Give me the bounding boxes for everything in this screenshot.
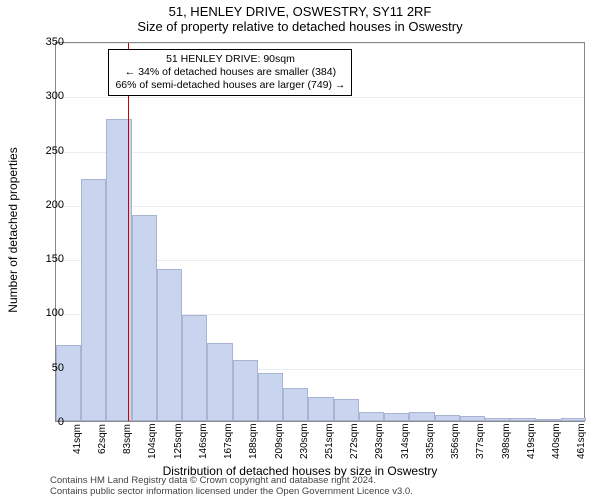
xtick-label: 251sqm	[324, 424, 335, 460]
ytick-label: 250	[24, 145, 64, 157]
footer-line-2: Contains public sector information licen…	[50, 487, 413, 498]
xtick-label: 125sqm	[173, 424, 184, 460]
xtick-label: 356sqm	[450, 424, 461, 460]
xtick-label: 209sqm	[274, 424, 285, 460]
bar	[132, 215, 157, 421]
bar	[359, 412, 384, 421]
bar	[182, 315, 207, 421]
bar	[308, 397, 333, 421]
page-title-address: 51, HENLEY DRIVE, OSWESTRY, SY11 2RF	[0, 0, 600, 19]
xtick-label: 104sqm	[147, 424, 158, 460]
xtick-label: 62sqm	[97, 424, 108, 454]
gridline	[56, 206, 584, 207]
bar	[485, 418, 510, 421]
bar	[334, 399, 359, 421]
xtick-label: 314sqm	[400, 424, 411, 460]
footer-attribution: Contains HM Land Registry data © Crown c…	[50, 476, 413, 498]
ytick-label: 350	[24, 36, 64, 48]
xtick-label: 398sqm	[501, 424, 512, 460]
chart-plot-area: 41sqm62sqm83sqm104sqm125sqm146sqm167sqm1…	[55, 42, 585, 422]
page-title-desc: Size of property relative to detached ho…	[0, 19, 600, 36]
xtick-label: 146sqm	[198, 424, 209, 460]
gridline	[56, 43, 584, 44]
bar	[258, 373, 283, 421]
bar	[409, 412, 434, 421]
gridline	[56, 152, 584, 153]
ytick-label: 300	[24, 90, 64, 102]
bar	[561, 418, 586, 421]
reference-line	[128, 43, 129, 421]
bar	[460, 416, 485, 421]
xtick-label: 440sqm	[551, 424, 562, 460]
xtick-label: 377sqm	[475, 424, 486, 460]
ytick-label: 150	[24, 253, 64, 265]
bar	[56, 345, 81, 421]
annotation-line: ← 34% of detached houses are smaller (38…	[115, 66, 345, 79]
xtick-label: 188sqm	[248, 424, 259, 460]
yaxis-label: Number of detached properties	[6, 147, 20, 312]
xtick-label: 335sqm	[425, 424, 436, 460]
bar	[435, 415, 460, 422]
xtick-label: 293sqm	[374, 424, 385, 460]
annotation-line: 51 HENLEY DRIVE: 90sqm	[115, 53, 345, 66]
xtick-label: 230sqm	[299, 424, 310, 460]
xtick-label: 419sqm	[526, 424, 537, 460]
gridline	[56, 97, 584, 98]
bar	[233, 360, 258, 421]
ytick-label: 100	[24, 307, 64, 319]
ytick-label: 50	[24, 362, 64, 374]
annotation-box: 51 HENLEY DRIVE: 90sqm← 34% of detached …	[108, 49, 352, 96]
bar	[283, 388, 308, 421]
xtick-label: 461sqm	[576, 424, 587, 460]
annotation-line: 66% of semi-detached houses are larger (…	[115, 79, 345, 92]
ytick-label: 200	[24, 199, 64, 211]
xtick-label: 41sqm	[72, 424, 83, 454]
bar	[510, 418, 535, 421]
bar	[384, 413, 409, 421]
xtick-label: 167sqm	[223, 424, 234, 460]
xtick-label: 83sqm	[122, 424, 133, 454]
ytick-label: 0	[24, 416, 64, 428]
bar	[207, 343, 232, 421]
bar	[81, 179, 106, 421]
xtick-label: 272sqm	[349, 424, 360, 460]
bar	[157, 269, 182, 421]
bar	[536, 419, 561, 421]
